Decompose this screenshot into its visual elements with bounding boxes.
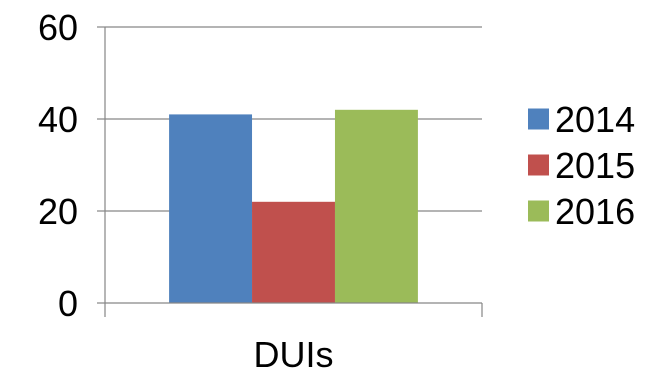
y-tick-label: 0 [58, 283, 78, 324]
legend-swatch-2016 [528, 200, 549, 222]
bar-2014 [169, 114, 253, 304]
x-axis-ticks [104, 303, 483, 317]
legend-label-2016: 2016 [555, 191, 635, 232]
y-tick-label: 60 [38, 7, 78, 48]
y-tick-label: 20 [38, 191, 78, 232]
legend-swatch-2014 [528, 108, 549, 130]
bar-2016 [334, 109, 418, 303]
legend-swatch-2015 [528, 154, 549, 176]
category-label: DUIs [254, 334, 334, 375]
legend-label-2015: 2015 [555, 145, 635, 186]
legend: 2014 2015 2016 [528, 99, 635, 232]
bar-2015 [252, 201, 335, 303]
y-tick-label: 40 [38, 99, 78, 140]
y-axis-tick-labels: 0 20 40 60 [38, 7, 78, 324]
bar-group [169, 109, 418, 304]
legend-label-2014: 2014 [555, 99, 635, 140]
